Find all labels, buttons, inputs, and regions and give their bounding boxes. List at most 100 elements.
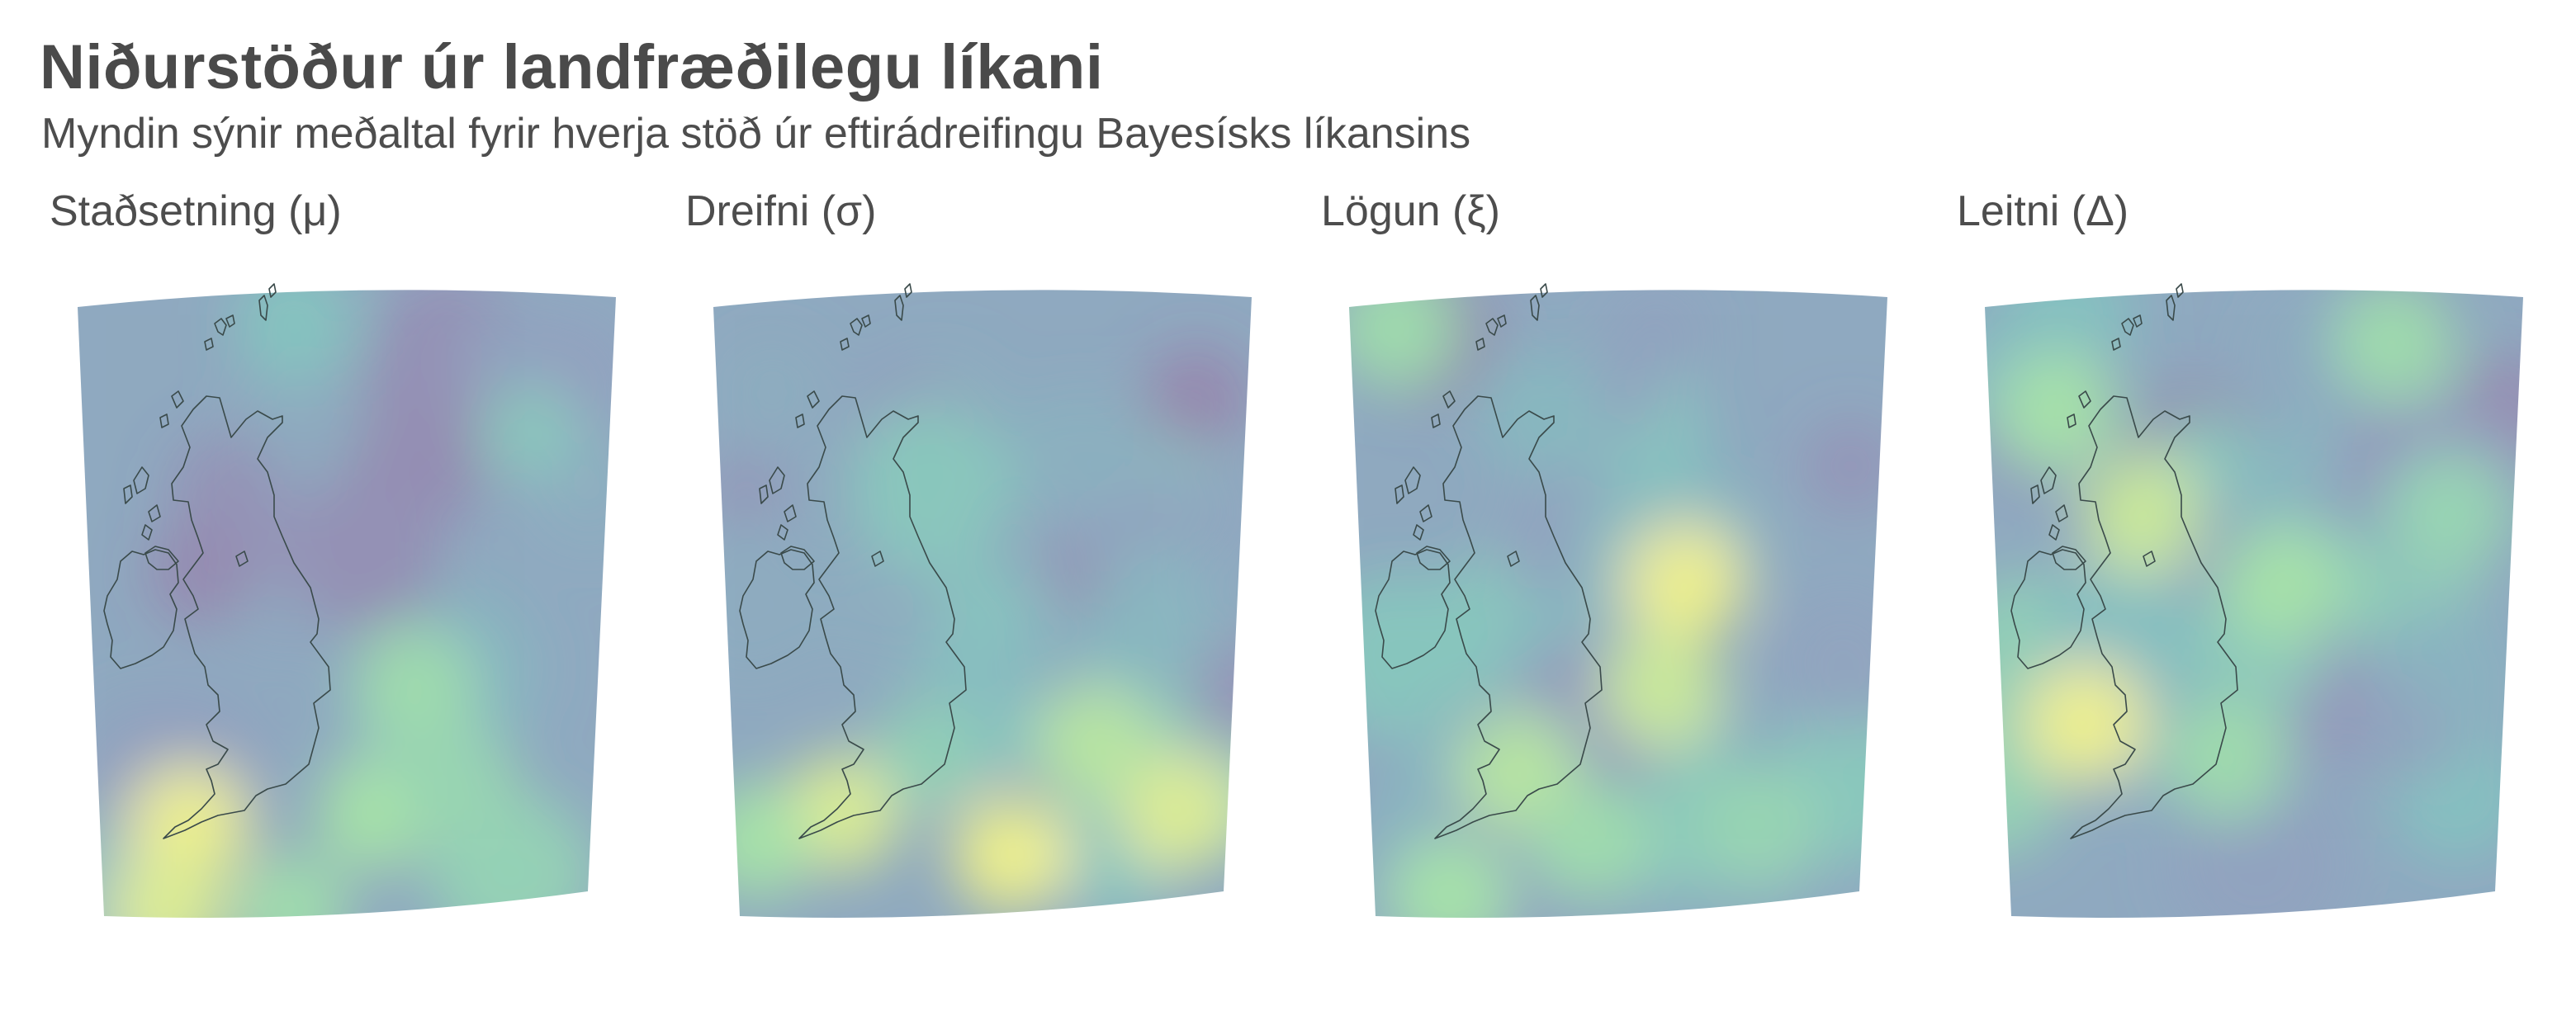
field-hotspot [953,796,1068,913]
coastline-island [904,283,912,298]
coastline-island [148,504,161,522]
coastline-island [1413,524,1424,541]
field-hotspot [1349,290,1451,386]
coastline-island [2055,504,2068,522]
coastline-island [777,524,788,541]
field-layer [1985,290,2523,919]
coastline-island [133,466,149,494]
coastline [103,283,331,839]
field-layer [78,290,616,919]
coastline-island [759,484,769,504]
coastline-island [235,550,249,567]
page-subtitle: Myndin sýnir meðaltal fyrir hverja stöð … [41,110,1471,158]
coastline-ireland [103,549,179,669]
field-hotspot [109,852,225,919]
coastline-island [214,318,227,336]
coastline-island [1442,390,1456,409]
field-hotspot [1605,631,1721,746]
coastline-island [2067,413,2076,428]
coastline-island [2111,338,2121,351]
field-cell [1612,290,1703,376]
coastline-island [1431,413,1441,428]
coastline-ireland [1375,549,1451,669]
field-hotspot [233,852,348,919]
field-hotspot [401,727,517,843]
coastline-island [2176,283,2184,298]
coastline-island [2133,314,2143,328]
field-cell [460,315,543,399]
coastline-island [2121,318,2134,336]
field-cell [483,385,576,479]
field-hotspot [869,700,984,815]
coastline-island [2048,524,2060,541]
coastline-island [1419,504,1432,522]
field-hotspot [1627,527,1744,642]
coastline-northern-ireland [780,546,815,570]
panel-title-location: Staðsetning (μ) [50,187,342,235]
field-hotspot [2028,665,2143,781]
coastline-ireland [739,549,815,669]
field-cell [713,518,835,688]
coastline-island [861,314,871,328]
field-hotspot [1532,782,1648,899]
coastline-great-britain [798,395,967,839]
map-panel-trend [1985,283,2523,919]
field-cell [1155,467,1249,562]
map-panel-scale [713,283,1252,919]
map-panel-shape [1349,283,1887,919]
coastline-island [1530,295,1540,321]
coastline-northern-ireland [2052,546,2086,570]
field-cell [1802,418,1887,515]
panel-title-trend: Leitni (Δ) [1957,187,2129,235]
coastline-island [123,484,133,504]
coastline-island [268,283,277,298]
coastline-great-britain [163,395,331,839]
coastline-island [807,390,820,409]
field-hotspot [2084,457,2200,573]
field-cell [2365,683,2454,771]
field-cell [1479,351,1604,477]
field-hotspot [2224,527,2340,642]
coastline-island [2166,295,2176,321]
field-hotspot [2000,353,2115,469]
field-hotspot [1392,839,1508,919]
coastline-island [769,466,785,494]
coastline-island [1395,484,1404,504]
panel-title-shape: Lögun (ξ) [1321,187,1500,235]
field-layer [713,290,1252,919]
coastline-island [1507,550,1520,567]
coastline-island [1497,314,1507,328]
field-hotspot [2393,457,2508,573]
coastline-great-britain [1434,395,1603,839]
field-cell [246,355,364,473]
coastline-island [159,413,169,428]
field-cell [817,546,945,673]
field-layer [1349,290,1887,919]
panel-title-scale: Dreifni (σ) [685,187,877,235]
field-cell [147,515,261,629]
coastline-island [795,413,805,428]
field-hotspot [2337,290,2452,399]
coastline-northern-ireland [144,546,179,570]
coastline [1375,283,1603,839]
coastline-island [2030,484,2040,504]
field-hotspot [713,782,816,899]
field-cell [848,405,1013,570]
coastline-island [171,390,184,409]
field-hotspot [1121,755,1237,872]
coastline-island [840,338,850,351]
coastline-island [1404,466,1421,494]
coastline-island [1475,338,1485,351]
coastline-island [258,295,268,321]
field-hotspot [1701,769,1816,885]
field-cell [2000,290,2135,381]
coastline-island [1485,318,1499,336]
coastline [2010,283,2238,839]
field-hotspot [1037,686,1153,802]
field-cell [2168,777,2346,919]
coastline-island [2078,390,2091,409]
coastline-island [225,314,235,328]
field-cell [945,634,1043,732]
field-cell [718,337,827,446]
coastline-island [2143,550,2156,567]
